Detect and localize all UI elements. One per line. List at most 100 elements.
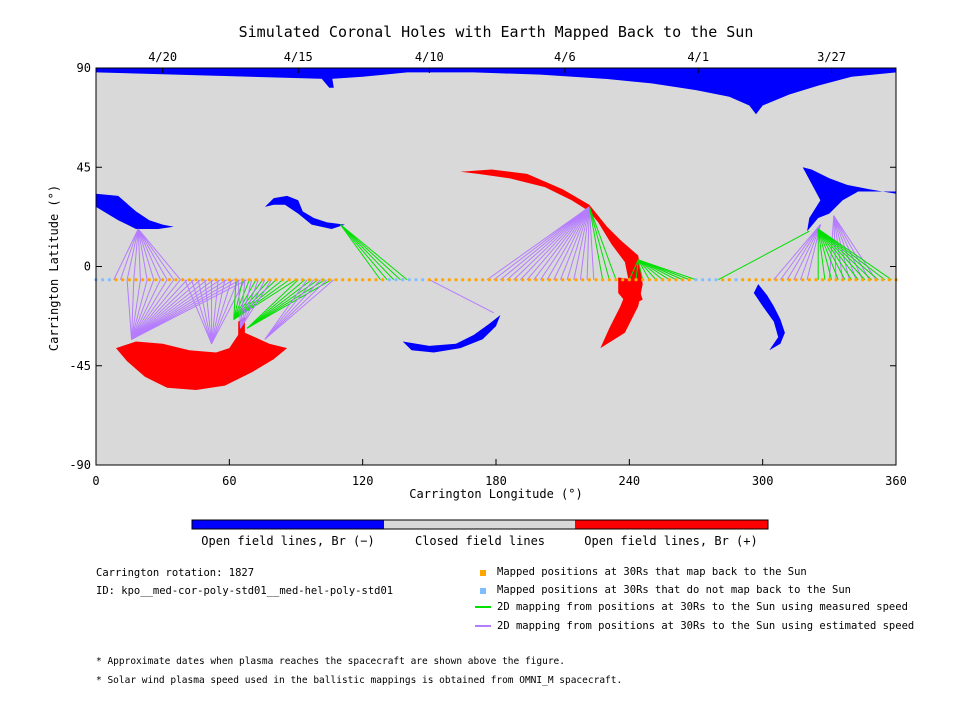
mapped-position-dot-10 [161, 278, 165, 282]
mapped-position-dot-70 [561, 278, 565, 282]
colorbar-label-negative: Open field lines, Br (−) [201, 534, 374, 548]
estimated-mapping-line-64 [264, 279, 321, 340]
estimated-mapping-line-30 [184, 279, 213, 344]
estimated-mapping-line-38 [211, 279, 239, 344]
mapped-position-dot-54 [454, 278, 458, 282]
mapped-position-dot-85 [661, 278, 665, 282]
carrington-rotation-text: Carrington rotation: 1827 [96, 567, 255, 579]
polar-hole-tail [318, 74, 334, 88]
mapped-position-dot-105 [794, 278, 798, 282]
mapped-position-dot-13 [181, 278, 185, 282]
measured-mapping-line-56 [246, 279, 299, 329]
estimated-mapping-line-13 [131, 279, 141, 340]
hole-southern-arc-300 [753, 284, 785, 351]
mapped-position-dot-30 [294, 278, 298, 282]
measured-mapping-line-71 [340, 224, 408, 281]
unmapped-position-dot-49 [421, 278, 425, 282]
estimated-mapping-line-51 [239, 279, 246, 329]
mapped-position-dot-115 [861, 278, 865, 282]
mapped-position-dot-68 [547, 278, 551, 282]
estimated-mapping-line-55 [240, 279, 272, 329]
mapped-position-dot-97 [741, 278, 745, 282]
colorbar-negative [192, 520, 384, 529]
mapped-position-dot-99 [754, 278, 758, 282]
mapped-position-dot-102 [774, 278, 778, 282]
mapped-position-dot-20 [227, 278, 231, 282]
estimated-mapping-line-10 [137, 228, 181, 281]
mapped-position-dot-80 [627, 278, 631, 282]
mapped-position-dot-14 [187, 278, 191, 282]
y-tick-label--90: -90 [69, 458, 91, 472]
estimated-mapping-line-116 [833, 215, 864, 280]
estimated-mapping-line-9 [137, 228, 175, 281]
x-axis-label: Carrington Longitude (°) [409, 487, 582, 501]
mapped-position-dot-27 [274, 278, 278, 282]
measured-mapping-line-130 [817, 228, 892, 281]
mapped-position-dot-22 [241, 278, 245, 282]
mapped-position-dot-62 [507, 278, 511, 282]
mapped-position-dot-15 [194, 278, 198, 282]
estimated-mapping-line-87 [579, 206, 590, 280]
x-tick-label-360: 360 [885, 474, 907, 488]
estimated-mapping-line-106 [780, 224, 821, 281]
measured-mapping-line-123 [817, 228, 846, 280]
estimated-mapping-line-37 [211, 279, 233, 344]
hole-lon-76-113 [264, 195, 345, 229]
measured-mapping-line-120 [817, 228, 826, 280]
measured-mapping-line-127 [817, 228, 872, 281]
measured-mapping-line-98 [637, 259, 663, 281]
chart-title: Simulated Coronal Holes with Earth Mappe… [239, 23, 754, 41]
mapped-position-dot-83 [647, 278, 651, 282]
measured-mapping-line-90 [588, 206, 604, 280]
estimated-mapping-line-109 [799, 224, 821, 280]
mapped-position-dot-53 [447, 278, 451, 282]
mapped-position-dot-100 [761, 278, 765, 282]
mapped-position-dot-9 [154, 278, 158, 282]
estimated-mapping-line-53 [239, 279, 259, 329]
mapped-position-dot-82 [641, 278, 645, 282]
mapped-position-dot-34 [321, 278, 325, 282]
mapped-position-dot-88 [681, 278, 685, 282]
unmapped-position-dot-2 [107, 278, 111, 282]
estimated-mapping-line-28 [131, 279, 241, 340]
measured-mapping-line-103 [638, 259, 697, 281]
measured-mapping-line-96 [637, 259, 650, 280]
y-tick-label-90: 90 [77, 61, 91, 75]
mapped-position-dot-111 [834, 278, 838, 282]
mapped-position-dot-109 [821, 278, 825, 282]
unmapped-position-dot-48 [414, 278, 418, 282]
measured-mapping-line-48 [233, 279, 290, 320]
measured-mapping-line-70 [340, 224, 401, 281]
mapped-position-dot-3 [114, 278, 118, 282]
mapped-position-dot-81 [634, 278, 638, 282]
date-label-0: 4/20 [148, 50, 177, 64]
estimated-mapping-line-29 [131, 279, 248, 340]
legend-swatch-measured [475, 606, 491, 608]
x-tick-label-0: 0 [92, 474, 99, 488]
measured-mapping-line-125 [817, 228, 859, 281]
mapped-position-dot-75 [594, 278, 598, 282]
estimated-mapping-line-2 [126, 228, 139, 280]
north-extension-hole [802, 167, 896, 232]
estimated-mapping-line-76 [506, 206, 590, 281]
estimated-mapping-line-81 [540, 206, 590, 281]
measured-mapping-line-60 [246, 279, 326, 329]
mapped-position-dot-4 [121, 278, 125, 282]
colorbar-label-closed: Closed field lines [415, 534, 545, 548]
estimated-mapping-line-35 [211, 279, 219, 344]
hole-southern-large [116, 317, 288, 390]
closed-field-background [96, 68, 896, 465]
unmapped-position-dot-1 [101, 278, 105, 282]
colorbar-positive [575, 520, 768, 529]
estimated-mapping-line-111 [828, 215, 835, 280]
measured-mapping-line-97 [637, 259, 657, 281]
estimated-mapping-line-19 [131, 279, 181, 340]
measured-mapping-line-92 [588, 206, 617, 280]
mapped-position-dot-18 [214, 278, 218, 282]
mapped-position-dot-36 [334, 278, 338, 282]
estimated-mapping-line-18 [131, 279, 175, 340]
mapped-position-dot-95 [727, 278, 731, 282]
date-label-4: 4/1 [687, 50, 709, 64]
estimated-mapping-line-77 [513, 206, 590, 281]
unmapped-position-dot-91 [701, 278, 705, 282]
